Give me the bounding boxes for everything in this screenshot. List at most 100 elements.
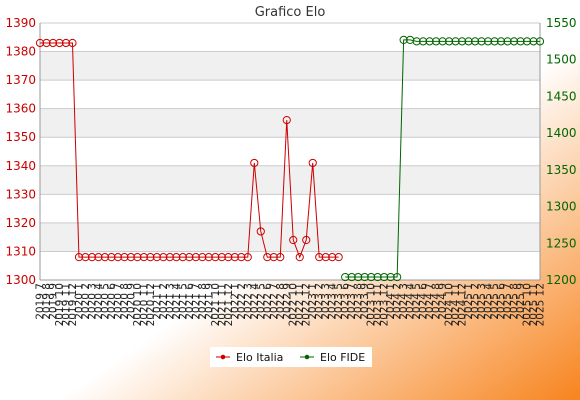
x-tick-label: 2022 4 [249,283,261,320]
plot-band [40,108,540,138]
data-point-elo-italia [185,253,194,262]
x-tick-label: 2023 1 [307,283,319,320]
x-tick-label: 2019 12 [67,283,79,326]
left-tick-label: 1380 [5,45,36,59]
data-point-elo-italia [42,38,51,48]
x-tick-label: 2019 10 [54,283,66,326]
data-point-elo-fide [509,37,519,46]
data-point-elo-italia [302,235,311,245]
data-point-elo-fide [535,37,545,46]
x-tick-label: 2019 8 [41,283,53,320]
legend: Elo Italia Elo FIDE [210,347,372,367]
data-point-elo-fide [490,37,499,46]
x-tick-label: 2020 9 [125,283,137,320]
data-point-elo-fide [380,272,389,282]
data-point-elo-italia [100,253,110,262]
x-tick-label: 2025 2 [470,283,482,320]
x-tick-label: 2020 6 [106,283,118,320]
data-point-elo-italia [269,253,278,262]
x-tick-label: 2023 2 [314,283,326,320]
plot-band [40,251,540,280]
x-tick-label: 2022 8 [275,283,287,320]
x-tick-label: 2020 8 [119,283,131,320]
plot-band [40,23,540,52]
plot-band [40,194,540,223]
data-point-elo-fide [470,37,480,46]
data-point-elo-fide [483,37,493,46]
x-tick-label: 2021 7 [190,283,202,320]
legend-item-elo-italia: Elo Italia [216,351,283,364]
data-point-elo-italia [289,235,298,245]
left-tick-label: 1320 [5,216,36,230]
series-layer [35,35,545,282]
data-point-elo-italia [211,253,220,262]
data-point-elo-fide [399,35,408,44]
x-tick-label: 2023 3 [320,283,332,320]
right-tick-label: 1450 [546,89,577,103]
data-point-elo-fide [419,37,428,46]
data-point-elo-italia [334,253,343,262]
x-tick-label: 2025 8 [509,283,521,320]
data-point-elo-fide [367,272,376,282]
right-tick-label: 1300 [546,200,577,214]
x-tick-label: 2021 3 [164,283,176,320]
legend-item-elo-fide: Elo FIDE [300,351,365,364]
legend-label-elo-fide: Elo FIDE [320,351,365,364]
left-tick-label: 1330 [5,187,36,201]
x-tick-label: 2019 7 [35,283,47,320]
data-point-elo-fide [503,37,512,46]
data-point-elo-italia [295,253,304,262]
x-tick-label: 2020 11 [138,283,150,326]
right-tick-label: 1400 [546,126,577,140]
left-tick-label: 1360 [5,102,36,116]
data-point-elo-italia [217,253,226,262]
right-tick-label: 1200 [546,273,577,287]
x-tick-label: 2020 7 [112,283,124,320]
data-point-elo-italia [230,253,239,262]
x-tick-label: 2020 1 [73,283,85,320]
data-point-elo-italia [133,253,142,262]
data-point-elo-italia [68,38,77,48]
x-tick-label: 2025 9 [515,283,527,320]
x-tick-label: 2024 8 [431,283,443,320]
x-tick-label: 2025 7 [502,283,514,320]
legend-label-elo-italia: Elo Italia [236,351,283,364]
x-tick-label: 2025 5 [489,283,501,320]
x-tick-label: 2025 10 [522,283,534,326]
x-tick-label: 2024 12 [457,283,469,326]
x-tick-label: 2020 4 [93,283,105,320]
data-point-elo-fide [373,272,382,282]
plot-band [40,80,540,109]
x-tick-label: 2019 11 [60,283,72,326]
data-point-elo-italia [237,253,246,262]
data-point-elo-fide [360,272,369,282]
x-tick-label: 2024 11 [450,283,462,326]
data-point-elo-fide [432,37,441,46]
data-point-elo-italia [159,253,168,262]
x-tick-label: 2021 4 [171,283,183,320]
x-tick-label: 2024 2 [392,283,404,320]
x-tick-label: 2022 1 [229,283,241,320]
x-tick-label: 2021 6 [184,283,196,320]
x-tick-label: 2020 3 [86,283,98,320]
x-tick-label: 2020 2 [80,283,92,320]
x-tick-label: 2022 7 [268,283,280,320]
data-point-elo-fide [386,272,395,282]
data-point-elo-fide [529,37,538,46]
data-point-elo-italia [35,38,45,48]
x-tick-label: 2019 9 [47,283,59,320]
x-tick-label: 2025 4 [483,283,495,320]
data-point-elo-italia [250,158,259,168]
data-point-elo-fide [347,272,356,282]
x-tick-label: 2021 9 [203,283,215,320]
data-point-elo-fide [425,37,434,46]
right-tick-label: 1250 [546,236,577,250]
right-tick-label: 1550 [546,16,577,30]
x-tick-label: 2020 5 [99,283,111,320]
data-point-elo-italia [204,253,213,262]
data-point-elo-fide [477,37,486,46]
data-point-elo-italia [276,253,285,262]
x-tick-label: 2023 6 [340,283,352,320]
series-elo-fide [341,35,545,282]
x-tick-label: 2023 8 [353,283,365,320]
